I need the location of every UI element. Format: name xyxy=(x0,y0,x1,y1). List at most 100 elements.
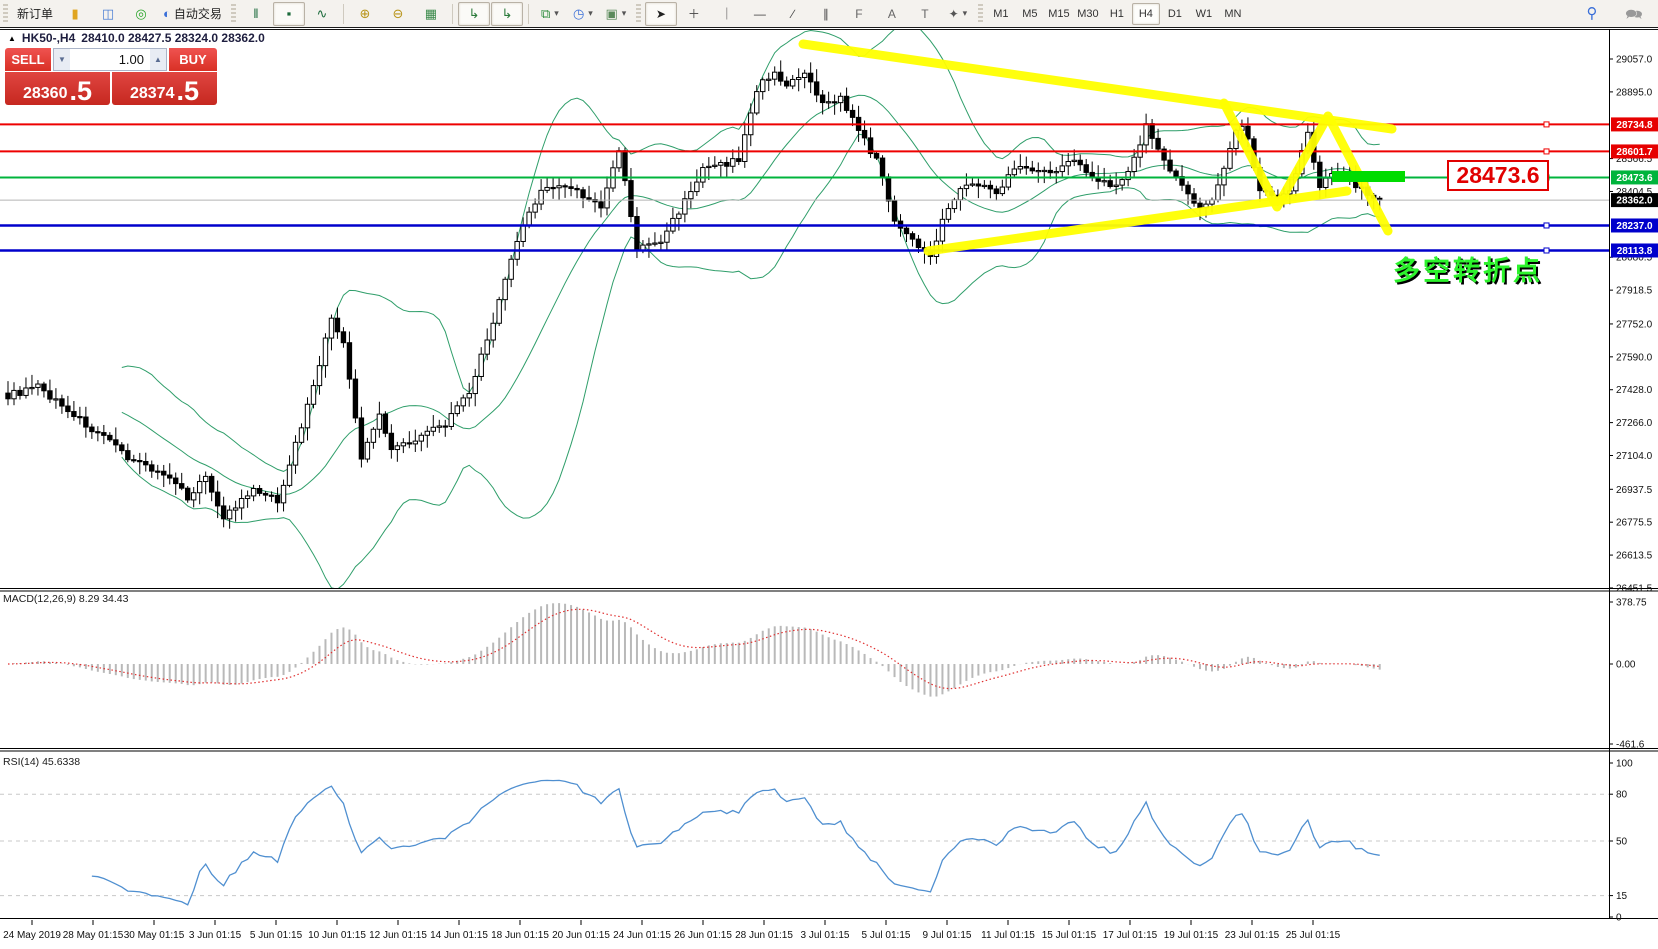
timeframe-m15-button[interactable]: M15 xyxy=(1048,7,1070,20)
new-order-button[interactable]: 新订单 xyxy=(17,7,54,21)
charts-window-icon-button[interactable]: ◫ xyxy=(101,6,115,21)
candle-body xyxy=(819,94,826,104)
candle-body xyxy=(29,386,35,390)
new-chart-icon-button[interactable]: ⧉ ▾ xyxy=(540,6,559,21)
candle-body xyxy=(478,353,484,377)
period-icon-button[interactable]: ◷ ▾ xyxy=(572,6,593,21)
candle-body xyxy=(274,494,281,504)
candle-body xyxy=(155,470,161,473)
channel-icon-button[interactable]: ∥ xyxy=(822,6,829,21)
price-badge xyxy=(1611,144,1658,159)
candle-body xyxy=(65,405,71,413)
candle-body xyxy=(1029,167,1035,172)
sell-button[interactable]: SELL xyxy=(5,48,51,71)
chart-autoscroll-icon-button[interactable]: ↳ xyxy=(490,1,523,26)
toolbar-grip xyxy=(635,3,641,24)
price-tick-label: 26937.5 xyxy=(1616,485,1653,496)
candle-chart-icon-button[interactable]: ▪ xyxy=(272,1,305,26)
line-anchor-marker[interactable] xyxy=(1543,247,1550,254)
collapse-panel-icon[interactable]: ▲ xyxy=(8,33,16,43)
upper-yellow-trendline[interactable] xyxy=(798,39,1397,134)
candle-body xyxy=(125,450,131,461)
candle-body xyxy=(376,413,383,430)
lot-increase-icon[interactable]: ▲ xyxy=(150,49,166,70)
price-badge-label: 28734.8 xyxy=(1616,120,1653,131)
price-tick-label: 29057.0 xyxy=(1616,55,1653,66)
candle-body xyxy=(370,428,377,443)
candle-body xyxy=(35,383,41,388)
chart-shift-icon-button[interactable]: ↳ xyxy=(457,1,490,26)
price-tick-label: 27590.0 xyxy=(1616,352,1653,363)
candle-body xyxy=(83,416,89,428)
arrows-icon-button[interactable]: ✦ ▾ xyxy=(948,6,968,21)
line-anchor-marker[interactable] xyxy=(1543,222,1550,229)
candle-body xyxy=(316,365,323,387)
candle-body xyxy=(47,390,53,400)
lot-size-spinner[interactable]: ▼ 1.00 ▲ xyxy=(53,48,167,71)
time-tick-label: 10 Jun 01:15 xyxy=(308,930,366,941)
candle-body xyxy=(406,442,413,445)
timeframe-w1-button[interactable]: W1 xyxy=(1195,7,1213,20)
candle-body xyxy=(167,474,173,479)
chart-settings-icon-button[interactable]: ▣ ▾ xyxy=(605,6,627,21)
vertical-line-icon-button[interactable]: ｜ xyxy=(720,6,733,21)
candle-body xyxy=(466,393,472,399)
chat-icon-button[interactable]: 🗪 xyxy=(1625,5,1643,22)
price-callout-box: 28473.6 xyxy=(1447,160,1549,191)
green-highlight-zone[interactable] xyxy=(1332,171,1405,182)
rsi-panel[interactable] xyxy=(0,779,1609,906)
timeframe-m1-button[interactable]: M1 xyxy=(993,7,1009,20)
price-axis[interactable]: 29057.0 28895.0 28566.5 28404.5 28080.5 27918… xyxy=(1609,55,1658,924)
buy-price[interactable]: 28374 .5 xyxy=(112,72,217,105)
candle-body xyxy=(598,201,604,209)
time-tick-label: 18 Jun 01:15 xyxy=(491,930,549,941)
macd-panel[interactable] xyxy=(7,603,1381,697)
label-icon-button[interactable]: T xyxy=(921,6,929,21)
candle-body xyxy=(208,475,215,493)
price-tick-label: 27266.0 xyxy=(1616,418,1653,429)
candle-body xyxy=(137,460,143,463)
lot-decrease-icon[interactable]: ▼ xyxy=(54,49,70,70)
timeframe-m30-button[interactable]: M30 xyxy=(1077,7,1099,20)
tile-windows-icon-button[interactable]: ▦ xyxy=(424,6,438,21)
timeframe-h1-button[interactable]: H1 xyxy=(1109,7,1124,20)
price-badge xyxy=(1611,170,1658,185)
lot-value[interactable]: 1.00 xyxy=(118,52,144,67)
bar-chart-icon-button[interactable]: ‖ xyxy=(253,6,259,21)
signal-icon-button[interactable]: ◎ xyxy=(135,6,147,21)
line-anchor-marker[interactable] xyxy=(1543,148,1550,155)
cursor-icon-button[interactable]: ➤ xyxy=(644,1,677,26)
chart-canvas[interactable]: 29057.0 28895.0 28566.5 28404.5 28080.5 27918… xyxy=(0,28,1658,949)
candle-body xyxy=(131,459,137,462)
ticket-icon-button[interactable]: ▮ xyxy=(71,6,79,21)
trendline-icon-button[interactable]: ∕ xyxy=(791,6,794,21)
one-click-trade-panel[interactable]: SELL ▼ 1.00 ▲ BUY 28360 .5 28374 .5 xyxy=(5,48,217,105)
line-anchor-marker[interactable] xyxy=(1543,121,1550,128)
buy-button[interactable]: BUY xyxy=(169,48,217,71)
candle-body xyxy=(538,189,544,205)
candle-body xyxy=(724,162,730,167)
zoom-in-icon-button[interactable]: ⊕ xyxy=(359,6,371,21)
timeframe-d1-button[interactable]: D1 xyxy=(1167,7,1182,20)
timeframe-mn-button[interactable]: MN xyxy=(1224,7,1242,20)
text-icon-button[interactable]: A xyxy=(887,6,896,21)
candle-body xyxy=(873,153,880,159)
timeframe-h4-button[interactable]: H4 xyxy=(1131,2,1160,25)
price-badge-label: 28237.0 xyxy=(1616,221,1653,232)
candle-body xyxy=(484,339,490,355)
candle-body xyxy=(250,487,257,497)
sell-price[interactable]: 28360 .5 xyxy=(5,72,110,105)
line-chart-icon-button[interactable]: ∿ xyxy=(316,6,328,21)
fibonacci-icon-button[interactable]: F xyxy=(855,6,863,21)
horizontal-line-icon-button[interactable]: ― xyxy=(753,6,766,21)
time-axis[interactable]: 24 May 2019 28 May 01:15 30 May 01:15 3 Jun… xyxy=(3,920,1341,941)
zoom-out-icon-button[interactable]: ⊖ xyxy=(392,6,404,21)
search-icon-button[interactable]: ⚲ xyxy=(1586,5,1598,22)
candle-body xyxy=(23,387,29,396)
timeframe-m5-button[interactable]: M5 xyxy=(1022,7,1038,20)
main-chart-panel[interactable] xyxy=(0,28,1609,589)
crosshair-icon-button[interactable]: ＋ xyxy=(687,6,700,21)
candle-body xyxy=(622,150,628,182)
bollinger-lower-band xyxy=(121,133,1380,588)
autotrading-button[interactable]: ◐ 自动交易 xyxy=(163,6,222,21)
